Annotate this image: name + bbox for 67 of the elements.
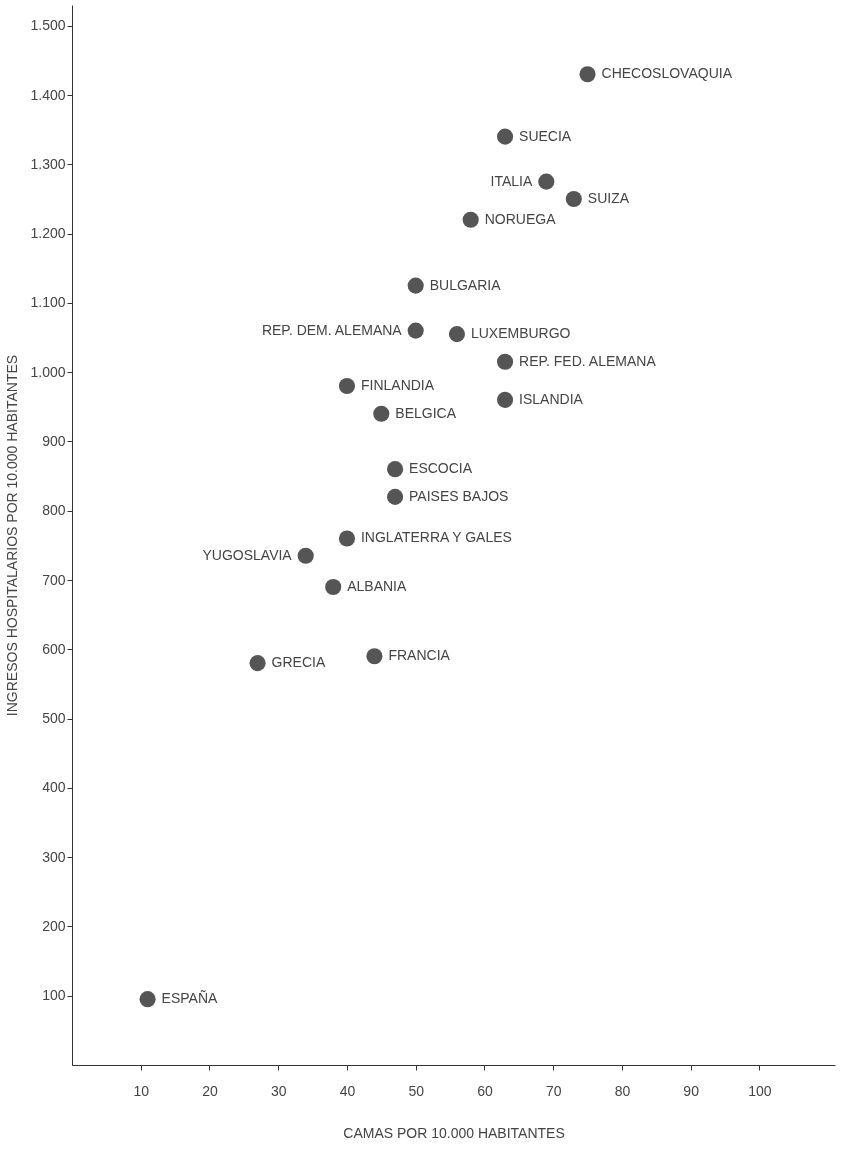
point: [338, 530, 356, 547]
annotation: REP. FED. ALEMANA: [519, 352, 657, 369]
point: [297, 547, 314, 564]
y-tick-label: 1.100: [30, 294, 66, 311]
point: [366, 648, 383, 665]
annotation: LUXEMBURGO: [470, 325, 571, 342]
annotation: BULGARIA: [429, 276, 502, 293]
x-tick-label: 80: [614, 1082, 631, 1099]
point: [496, 353, 514, 370]
y-tick-label: 1.500: [30, 17, 66, 34]
annotation: ESCOCIA: [409, 460, 473, 477]
y-tick-label: 100: [42, 987, 66, 1004]
point: [249, 655, 266, 672]
annotation: REP. DEM. ALEMANA: [261, 321, 403, 338]
annotation: YUGOSLAVIA: [202, 546, 293, 563]
annotation: ESPAÑA: [161, 990, 219, 1007]
point: [139, 991, 156, 1008]
annotation: CHECOSLOVAQUIA: [601, 65, 733, 82]
annotation: PAISES BAJOS: [409, 487, 509, 504]
point: [565, 190, 582, 208]
point: [407, 322, 424, 339]
point: [496, 391, 514, 408]
y-tick-label: 300: [42, 848, 66, 865]
point: [387, 488, 404, 505]
annotation: SUECIA: [519, 127, 572, 144]
annotation: NORUEGA: [484, 210, 557, 227]
y-tick-label: 500: [42, 710, 66, 727]
y-tick-label: 1.000: [30, 363, 66, 380]
x-tick-label: 40: [339, 1082, 356, 1099]
y-tick-label: 600: [42, 640, 66, 657]
annotation: FRANCIA: [388, 647, 451, 664]
y-tick-label: 700: [42, 571, 66, 588]
annotation: GRECIA: [271, 654, 326, 671]
y-tick-label: 200: [42, 917, 66, 934]
point: [338, 378, 356, 395]
x-tick-label: 20: [202, 1082, 218, 1099]
x-tick-label: 70: [545, 1082, 562, 1099]
point: [496, 128, 514, 145]
x-tick-label: 60: [477, 1082, 493, 1099]
point: [387, 461, 404, 478]
point: [407, 277, 424, 294]
point: [325, 578, 342, 596]
x-tick-label: 50: [408, 1082, 425, 1099]
point: [448, 326, 465, 343]
x-tick-label: 90: [683, 1082, 700, 1099]
point: [579, 66, 596, 83]
y-tick-label: 400: [42, 779, 66, 796]
y-tick-label: 1.200: [30, 225, 66, 242]
point: [462, 211, 479, 228]
annotation: ITALIA: [490, 172, 533, 189]
annotation: SUIZA: [587, 189, 630, 206]
x-tick-label: 10: [133, 1082, 150, 1099]
point: [538, 173, 555, 190]
y-tick-label: 1.300: [30, 155, 66, 172]
annotation: FINLANDIA: [360, 377, 435, 394]
annotation: BELGICA: [395, 404, 457, 421]
y-tick-label: 1.400: [30, 86, 66, 103]
x-tick-label: 100: [748, 1082, 772, 1099]
y-tick-label: 900: [42, 432, 66, 449]
x-axis-title: CAMAS POR 10.000 HABITANTES: [343, 1124, 565, 1141]
annotation: ALBANIA: [347, 577, 408, 594]
point: [373, 405, 390, 422]
y-tick-label: 800: [42, 502, 66, 519]
y-axis-title: INGRESOS HOSPITALARIOS POR 10.000 HABITANTES: [4, 354, 21, 717]
annotation: INGLATERRA Y GALES: [360, 529, 512, 546]
x-tick-label: 30: [270, 1082, 287, 1099]
annotation: ISLANDIA: [519, 390, 584, 407]
